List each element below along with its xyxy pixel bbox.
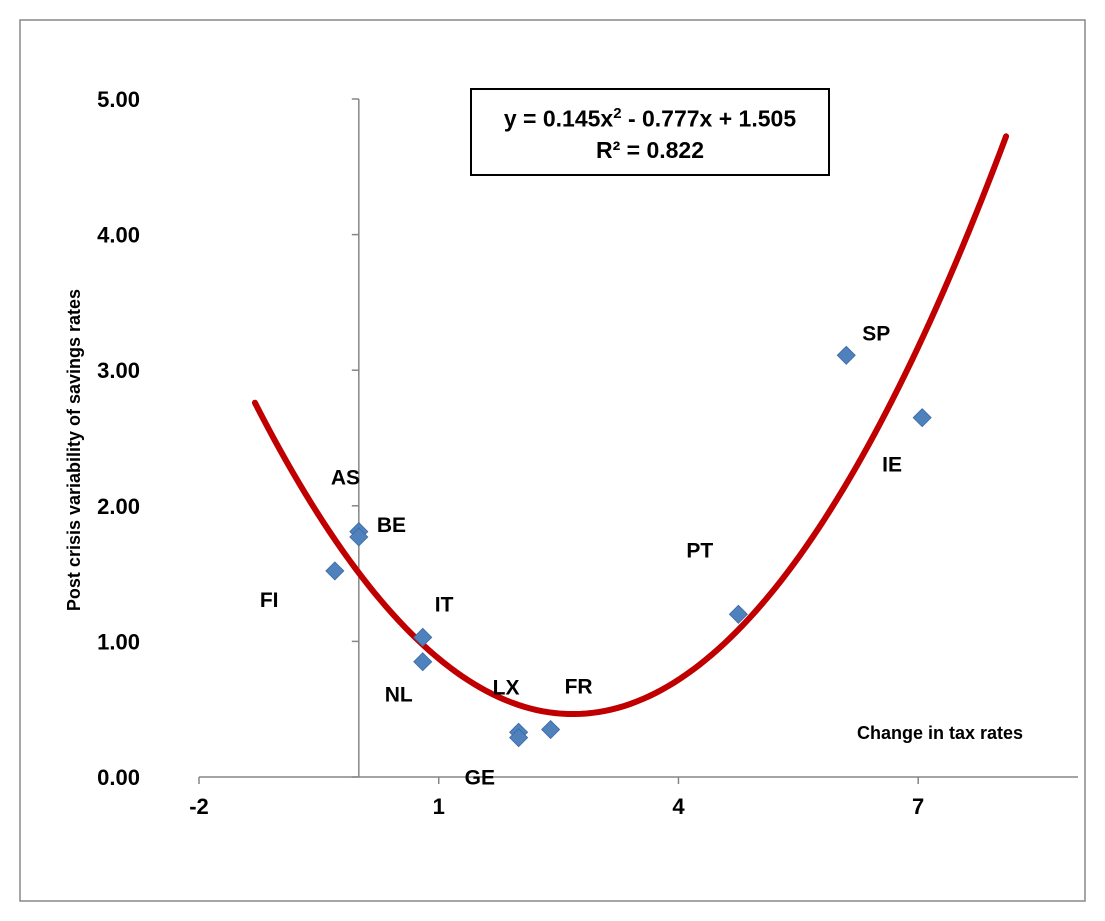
y-tick-label: 0.00: [97, 765, 140, 790]
data-point-pt: [728, 604, 748, 624]
trendline-equation-box: y = 0.145x2 - 0.777x + 1.505 R² = 0.822: [470, 88, 830, 176]
point-labels: AS BE FI IT NL LX GE FR PT SP IE: [260, 322, 902, 789]
data-point-ie: [912, 408, 932, 428]
data-point-nl: [413, 652, 433, 672]
point-label-ge: GE: [465, 767, 495, 790]
x-tick-label: 4: [672, 794, 685, 819]
point-label-fi: FI: [260, 589, 279, 612]
data-points: [325, 345, 932, 748]
x-tick-label: -2: [189, 794, 209, 819]
axes: [198, 98, 1078, 784]
x-tick-label: 1: [433, 794, 445, 819]
tick-labels: -2 1 4 7 0.00 1.00 2.00 3.00 4.00 5.00: [97, 87, 924, 819]
y-tick-label: 3.00: [97, 358, 140, 383]
point-label-pt: PT: [686, 539, 713, 562]
point-label-sp: SP: [862, 322, 890, 345]
point-label-be: BE: [377, 514, 406, 537]
point-label-it: IT: [435, 593, 454, 616]
point-label-as: AS: [331, 467, 360, 490]
data-point-it: [413, 627, 433, 647]
data-point-ge: [509, 728, 529, 748]
x-axis-title: Change in tax rates: [857, 723, 1023, 743]
point-label-nl: NL: [385, 684, 413, 707]
data-point-be: [349, 527, 369, 547]
y-axis-title: Post crisis variability of savings rates: [64, 289, 84, 611]
point-label-ie: IE: [882, 454, 902, 477]
data-point-fr: [541, 719, 561, 740]
point-label-fr: FR: [565, 676, 593, 699]
trendline-r-squared: R² = 0.822: [595, 137, 705, 164]
point-label-lx: LX: [493, 676, 520, 699]
y-tick-label: 1.00: [97, 629, 140, 654]
data-point-sp: [836, 345, 856, 365]
trendline: [251, 133, 1010, 718]
y-tick-label: 2.00: [97, 494, 140, 519]
x-tick-label: 7: [912, 794, 924, 819]
y-tick-label: 5.00: [97, 87, 140, 112]
trendline-equation: y = 0.145x2 - 0.777x + 1.505: [503, 104, 797, 132]
y-tick-label: 4.00: [97, 223, 140, 248]
data-point-fi: [325, 561, 345, 581]
